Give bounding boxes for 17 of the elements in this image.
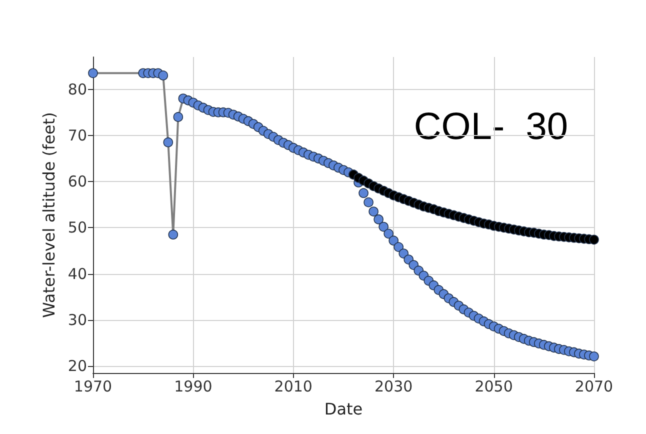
y-axis-title: Water-level altitude (feet) (40, 112, 59, 318)
y-tick-label: 70 (68, 126, 87, 144)
y-tick-label: 60 (68, 172, 87, 191)
x-tick-label: 1990 (174, 378, 212, 396)
y-tick-label: 20 (68, 357, 87, 376)
y-tick-label: 40 (68, 264, 87, 283)
x-tick-label: 2030 (374, 378, 413, 396)
x-tick-label: 2070 (574, 378, 614, 396)
x-tick-label: 1970 (74, 378, 112, 396)
y-tick-label: 30 (68, 310, 87, 329)
point (589, 234, 599, 245)
annotation: COL- 30 (414, 106, 568, 148)
x-axis-title: Date (324, 400, 363, 418)
x-tick-label: 2010 (274, 378, 312, 396)
y-tick-label: 50 (68, 218, 87, 237)
y-tick-label: 80 (68, 80, 87, 98)
x-tick-label: 2050 (474, 378, 513, 396)
